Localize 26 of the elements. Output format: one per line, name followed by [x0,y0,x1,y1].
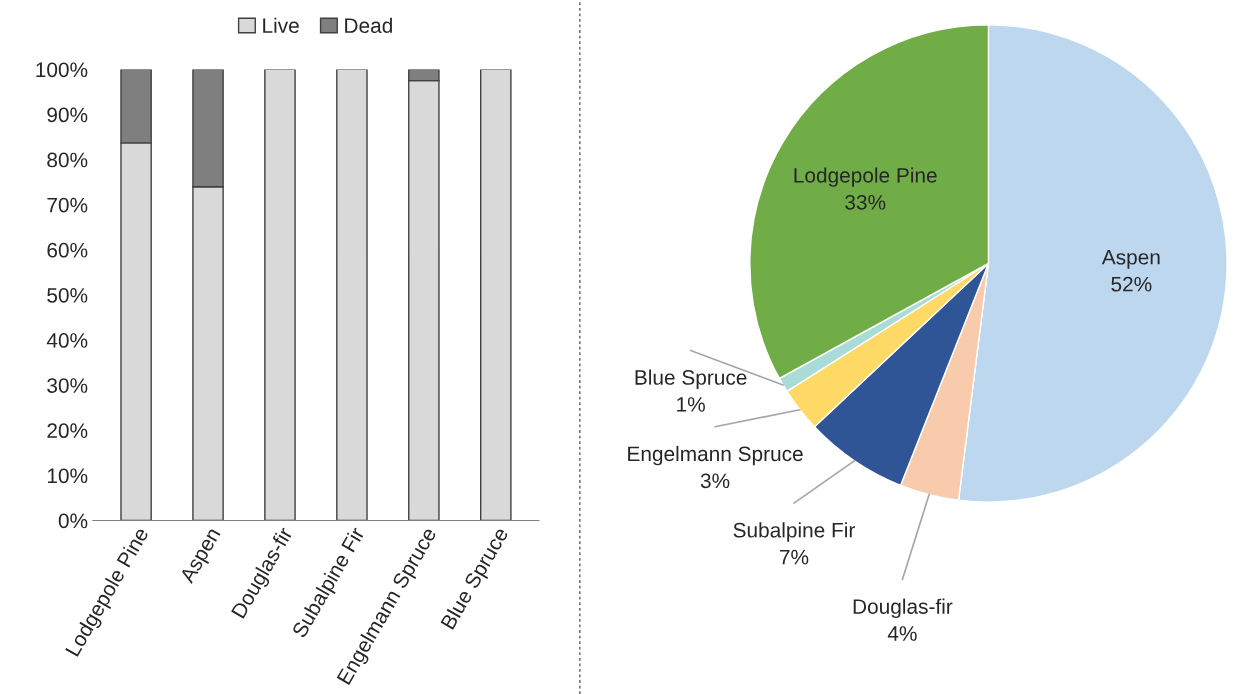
data-label: 3% [700,473,730,489]
y-tick-label: 60% [47,242,88,258]
data-label: 1% [677,397,705,412]
bar [336,69,368,521]
legend-label: Live [263,17,299,33]
y-tick-label: 0% [58,513,88,529]
bar [264,69,296,521]
y-tick-label: 10% [47,468,88,484]
y-tick-label: 80% [47,152,88,168]
y-tick-label: 30% [47,378,88,393]
y-tick-label: 50% [47,287,88,303]
y-tick-label: 90% [47,107,88,123]
data-label: 4% [887,626,917,641]
legend-label: Dead [345,17,392,33]
y-tick-label: 40% [46,333,88,348]
y-tick-label: 100% [36,62,88,78]
slice-label: Engelmann Spruce [628,445,803,466]
slice-label: Blue Spruce [635,369,747,389]
data-label: 7% [779,549,809,565]
y-tick-label: 70% [47,197,88,213]
data-label: 52% [1111,276,1152,292]
bar [479,69,512,521]
y-tick-label: 20% [47,423,88,439]
data-label: 33% [845,194,886,210]
slice-label: Lodgepole Pine [794,167,937,187]
slice-label: Aspen [1101,250,1160,269]
